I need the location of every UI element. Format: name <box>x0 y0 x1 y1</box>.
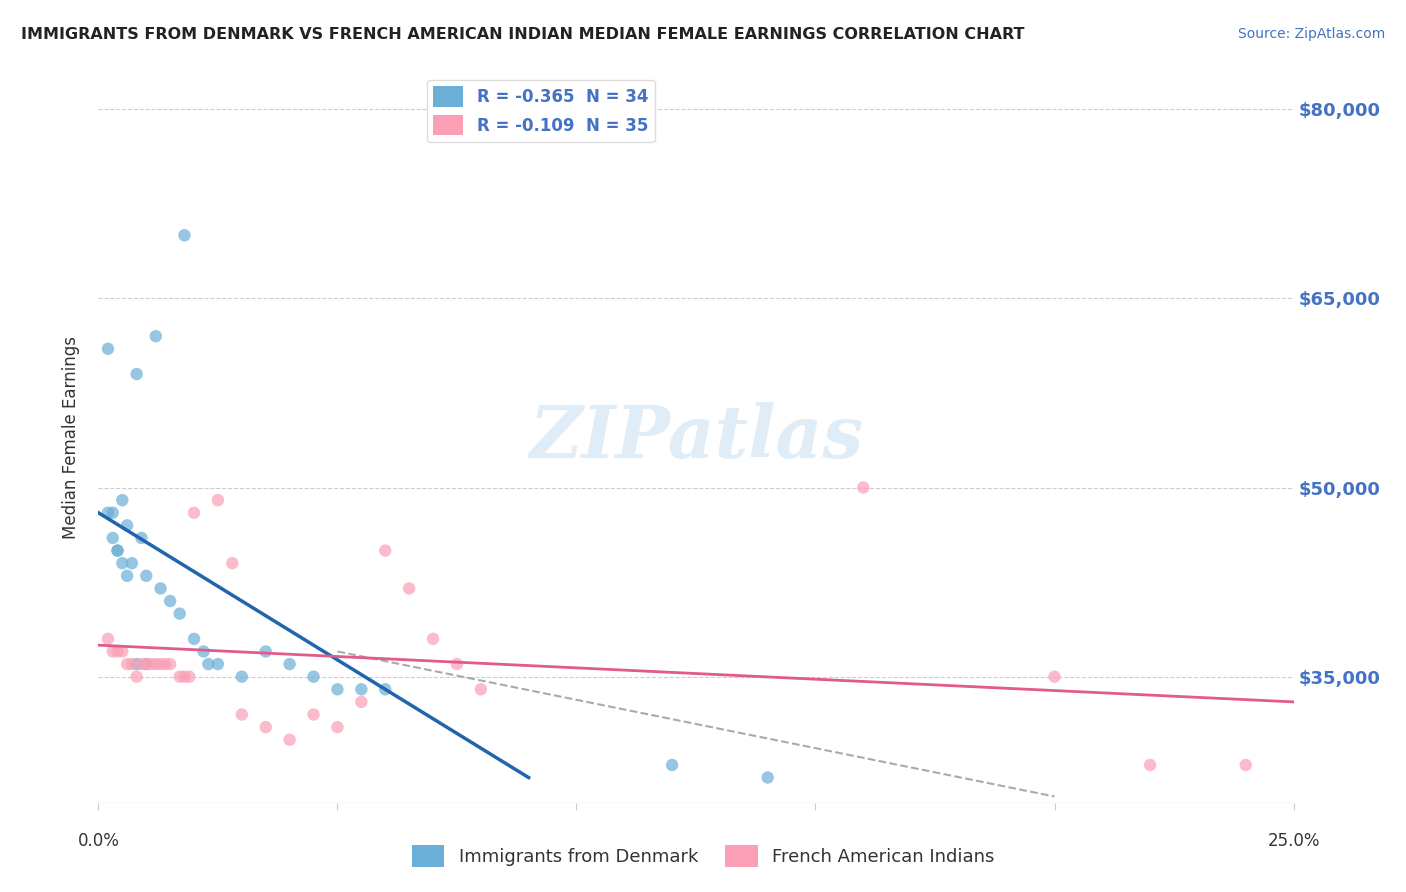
Point <box>107 644 129 658</box>
Point <box>661 758 683 772</box>
Text: Source: ZipAtlas.com: Source: ZipAtlas.com <box>1237 27 1385 41</box>
Point <box>207 493 229 508</box>
Point <box>111 493 134 508</box>
Point <box>1139 758 1161 772</box>
Point <box>278 657 301 671</box>
Point <box>1043 670 1066 684</box>
Legend: R = -0.365  N = 34, R = -0.109  N = 35: R = -0.365 N = 34, R = -0.109 N = 35 <box>426 79 655 142</box>
Point <box>470 682 492 697</box>
Point <box>231 707 253 722</box>
Point <box>169 670 191 684</box>
Point <box>97 632 120 646</box>
Point <box>115 518 138 533</box>
Text: 25.0%: 25.0% <box>1267 832 1320 850</box>
Legend: Immigrants from Denmark, French American Indians: Immigrants from Denmark, French American… <box>405 838 1001 874</box>
Point <box>145 657 167 671</box>
Point <box>254 644 277 658</box>
Point <box>193 644 215 658</box>
Point <box>111 556 134 570</box>
Point <box>159 657 181 671</box>
Text: ZIPatlas: ZIPatlas <box>529 401 863 473</box>
Point <box>107 543 129 558</box>
Point <box>278 732 301 747</box>
Point <box>149 657 172 671</box>
Point <box>326 682 349 697</box>
Point <box>173 228 195 243</box>
Point <box>302 707 325 722</box>
Point <box>231 670 253 684</box>
Point <box>350 682 373 697</box>
Point <box>183 632 205 646</box>
Point <box>125 367 148 381</box>
Point <box>179 670 201 684</box>
Point <box>1234 758 1257 772</box>
Text: 0.0%: 0.0% <box>77 832 120 850</box>
Point <box>155 657 177 671</box>
Point <box>374 543 396 558</box>
Point <box>125 670 148 684</box>
Point <box>115 569 138 583</box>
Point <box>111 644 134 658</box>
Point <box>207 657 229 671</box>
Point <box>131 657 153 671</box>
Point <box>422 632 444 646</box>
Point <box>135 657 157 671</box>
Point <box>254 720 277 734</box>
Point <box>221 556 243 570</box>
Point <box>446 657 468 671</box>
Point <box>183 506 205 520</box>
Point <box>135 657 157 671</box>
Point <box>115 657 138 671</box>
Point <box>131 531 153 545</box>
Point <box>101 531 124 545</box>
Point <box>107 543 129 558</box>
Point <box>159 594 181 608</box>
Point <box>302 670 325 684</box>
Point <box>101 644 124 658</box>
Point <box>97 342 120 356</box>
Point <box>398 582 420 596</box>
Point <box>97 506 120 520</box>
Point <box>125 657 148 671</box>
Point <box>169 607 191 621</box>
Point <box>756 771 779 785</box>
Point <box>121 556 143 570</box>
Point <box>135 569 157 583</box>
Point <box>350 695 373 709</box>
Text: IMMIGRANTS FROM DENMARK VS FRENCH AMERICAN INDIAN MEDIAN FEMALE EARNINGS CORRELA: IMMIGRANTS FROM DENMARK VS FRENCH AMERIC… <box>21 27 1025 42</box>
Point <box>374 682 396 697</box>
Point <box>197 657 219 671</box>
Point <box>326 720 349 734</box>
Point <box>121 657 143 671</box>
Point <box>101 506 124 520</box>
Point <box>852 481 875 495</box>
Point <box>139 657 162 671</box>
Point <box>173 670 195 684</box>
Y-axis label: Median Female Earnings: Median Female Earnings <box>62 335 80 539</box>
Point <box>145 329 167 343</box>
Point <box>149 582 172 596</box>
